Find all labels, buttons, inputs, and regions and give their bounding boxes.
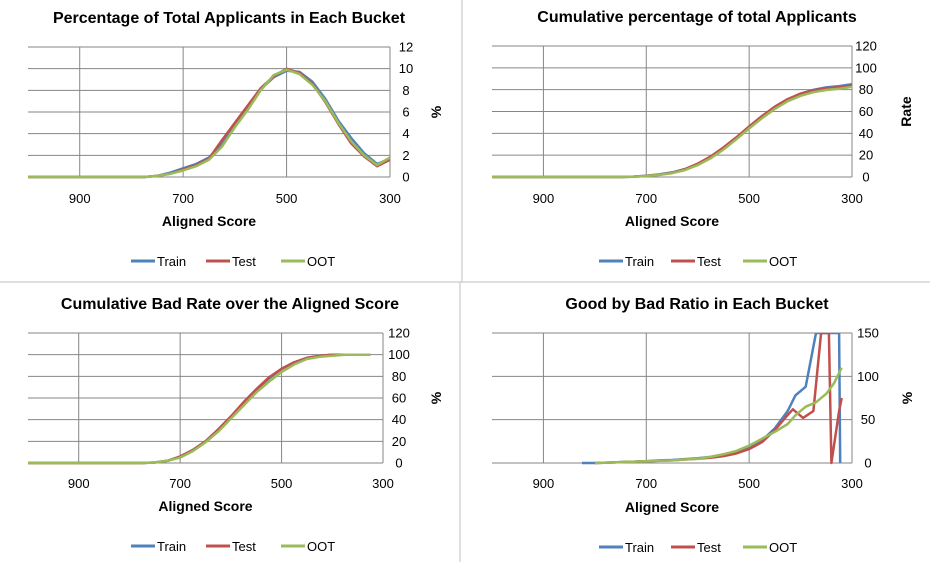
y-tick-label: 0 (395, 456, 402, 471)
x-tick-label: 900 (69, 191, 91, 206)
chart-legend: Train Test OOT (599, 540, 797, 555)
x-tick-label: 700 (172, 191, 194, 206)
series-line-test (594, 333, 843, 465)
y-tick-label: 2 (402, 148, 409, 163)
y-tick-label: 8 (402, 83, 409, 98)
series-line-oot (28, 353, 371, 465)
x-axis-title: Aligned Score (158, 498, 252, 514)
y-tick-label: 80 (859, 82, 873, 97)
legend-label-train: Train (625, 254, 654, 269)
x-tick-label: 700 (635, 476, 657, 491)
legend-label-oot: OOT (769, 254, 797, 269)
x-tick-label: 500 (738, 191, 760, 206)
chart-legend: Train Test OOT (131, 254, 335, 269)
y-tick-label: 40 (859, 126, 873, 141)
series-lines (582, 333, 843, 465)
y-tick-label: 50 (861, 412, 875, 427)
legend-label-train: Train (157, 539, 186, 554)
series-line-oot (492, 85, 852, 179)
x-tick-label: 300 (372, 476, 394, 491)
y-tick-label: 4 (402, 126, 409, 141)
legend-label-test: Test (697, 254, 721, 269)
y-axis-title: % (428, 391, 444, 404)
legend-label-oot: OOT (769, 540, 797, 555)
y-tick-label: 6 (402, 105, 409, 120)
x-tick-label: 300 (841, 191, 863, 206)
legend-label-train: Train (625, 540, 654, 555)
x-tick-label: 900 (533, 476, 555, 491)
chart-panel-1: Percentage of Total Applicants in Each B… (28, 10, 444, 269)
y-axis-title: % (899, 391, 915, 404)
x-tick-label: 700 (169, 476, 191, 491)
series-lines (28, 353, 371, 465)
y-tick-label: 20 (859, 148, 873, 163)
y-tick-label: 100 (857, 369, 879, 384)
x-tick-label: 300 (841, 476, 863, 491)
x-tick-label: 500 (738, 476, 760, 491)
x-tick-label: 900 (68, 476, 90, 491)
x-tick-label: 500 (271, 476, 293, 491)
x-tick-label: 900 (533, 191, 555, 206)
chart-panel-3: Cumulative Bad Rate over the Aligned Sco… (28, 296, 444, 554)
legend-label-oot: OOT (307, 539, 335, 554)
y-tick-label: 120 (388, 326, 410, 341)
y-tick-label: 20 (392, 434, 406, 449)
chart-panel-4: Good by Bad Ratio in Each Bucket 0 50 100 15… (492, 296, 915, 555)
series-lines (492, 82, 852, 179)
y-tick-label: 150 (857, 326, 879, 341)
y-tick-label: 80 (392, 369, 406, 384)
legend-label-train: Train (157, 254, 186, 269)
series-line-oot (594, 367, 843, 465)
legend-label-oot: OOT (307, 254, 335, 269)
y-tick-label: 0 (402, 170, 409, 185)
series-line-oot (28, 68, 390, 179)
y-tick-label: 60 (392, 391, 406, 406)
y-tick-label: 12 (399, 40, 413, 55)
x-axis-title: Aligned Score (625, 213, 719, 229)
legend-label-test: Test (697, 540, 721, 555)
chart-title: Cumulative Bad Rate over the Aligned Sco… (61, 296, 399, 313)
chart-title: Cumulative percentage of total Applicant… (537, 9, 857, 26)
y-tick-label: 60 (859, 104, 873, 119)
x-tick-label: 300 (379, 191, 401, 206)
chart-title: Good by Bad Ratio in Each Bucket (565, 296, 829, 313)
x-tick-label: 500 (276, 191, 298, 206)
y-tick-label: 0 (864, 456, 871, 471)
y-axis-title: Rate (898, 96, 914, 127)
y-axis-title: % (428, 105, 444, 118)
legend-label-test: Test (232, 254, 256, 269)
series-line-train (582, 333, 842, 465)
legend-label-test: Test (232, 539, 256, 554)
x-axis-title: Aligned Score (625, 499, 719, 515)
x-tick-label: 700 (635, 191, 657, 206)
chart-legend: Train Test OOT (131, 539, 335, 554)
y-tick-label: 120 (855, 39, 877, 54)
series-line-test (492, 84, 852, 179)
chart-legend: Train Test OOT (599, 254, 797, 269)
y-tick-label: 100 (388, 347, 410, 362)
y-tick-label: 10 (399, 61, 413, 76)
y-tick-label: 100 (855, 60, 877, 75)
y-tick-label: 0 (862, 170, 869, 185)
chart-title: Percentage of Total Applicants in Each B… (53, 10, 406, 27)
series-lines (28, 67, 390, 179)
chart-panel-2: Cumulative percentage of total Applicant… (492, 9, 914, 269)
x-axis-title: Aligned Score (162, 213, 256, 229)
y-tick-label: 40 (392, 412, 406, 427)
